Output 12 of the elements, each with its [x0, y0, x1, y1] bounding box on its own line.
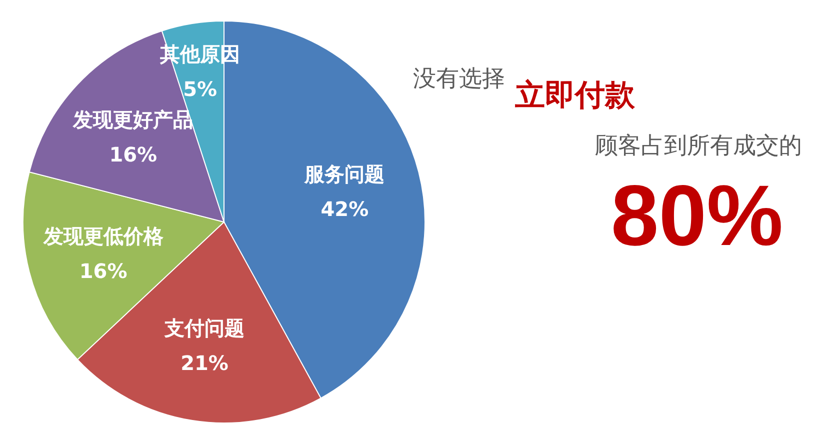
slice-label: 发现更低价格: [42, 224, 164, 248]
text: 立即付款: [514, 78, 636, 113]
data-label: 16%: [79, 258, 128, 283]
data-label: 16%: [109, 142, 158, 167]
text: 80%: [610, 168, 784, 264]
text: 顾客占到所有成交的: [595, 133, 802, 159]
data-label: 21%: [180, 351, 228, 376]
text: 没有选择: [413, 66, 505, 92]
data-label: 42%: [320, 197, 369, 222]
slice-label: 支付问题: [164, 316, 245, 340]
data-label: 5%: [183, 77, 218, 102]
slice-label: 服务问题: [304, 162, 385, 186]
